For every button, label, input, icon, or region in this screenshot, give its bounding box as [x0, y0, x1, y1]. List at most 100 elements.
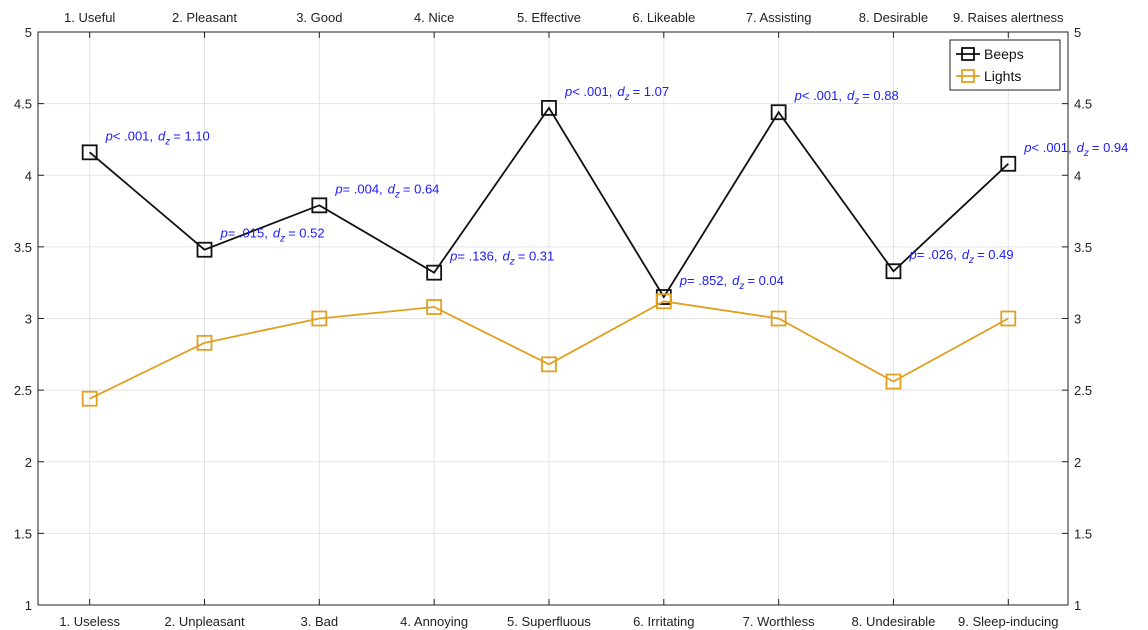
annotation-d-letter: d	[732, 273, 740, 288]
y-tick-label-left: 4	[25, 168, 32, 183]
y-tick-label-right: 4.5	[1074, 97, 1092, 112]
annotation-d-letter: d	[503, 249, 511, 264]
legend-marker-1	[961, 69, 975, 83]
annotation-label: p< .001, dz = 1.07	[564, 84, 669, 103]
annotation-d-letter: d	[962, 247, 970, 262]
y-tick-label-right: 3.5	[1074, 240, 1092, 255]
data-point	[311, 197, 328, 214]
annotation-d-subscript: z	[624, 92, 630, 103]
annotation-p-value: < .001,	[1032, 140, 1072, 155]
x-tick-label-bottom: 6. Irritating	[633, 614, 694, 629]
x-tick-label-bottom: 8. Undesirable	[852, 614, 936, 629]
y-tick-label-right: 1	[1074, 598, 1081, 613]
annotation-p-letter: p	[449, 249, 457, 264]
series	[81, 100, 1017, 407]
annotation-p-value: < .001,	[572, 84, 612, 99]
x-tick-label-bottom: 4. Annoying	[400, 614, 468, 629]
data-point	[81, 144, 98, 161]
annotation-p-value: < .001,	[113, 128, 153, 143]
annotation-label: p= .136, dz = 0.31	[449, 249, 554, 268]
annotation-d-letter: d	[388, 181, 396, 196]
data-point	[541, 356, 557, 373]
y-tick-label-left: 2.5	[14, 383, 32, 398]
annotation-p-letter: p	[1023, 140, 1031, 155]
y-tick-label-right: 2	[1074, 455, 1081, 470]
series-line	[89, 106, 1009, 299]
annotation-d-subscript: z	[853, 96, 859, 107]
x-tick-label-top: 8. Desirable	[859, 10, 928, 25]
annotation-label: p= .852, dz = 0.04	[679, 273, 784, 292]
annotation-d-letter: d	[847, 88, 855, 103]
annotation-d-letter: d	[273, 226, 281, 241]
data-point	[311, 310, 328, 327]
annotation-p-letter: p	[679, 273, 687, 288]
annotation-d-subscript: z	[279, 234, 285, 245]
legend-marker-0	[961, 47, 975, 61]
annotation-d-subscript: z	[738, 281, 744, 292]
annotation-p-letter: p	[908, 247, 916, 262]
annotation-d-value: = 0.94	[1092, 140, 1129, 155]
x-tick-label-bottom: 9. Sleep-inducing	[958, 614, 1058, 629]
x-tick-label-top: 3. Good	[296, 10, 342, 25]
data-point	[426, 264, 443, 281]
series-0	[81, 100, 1017, 305]
annotation-p-value: = .136,	[457, 249, 497, 264]
annotation-d-value: = 0.04	[747, 273, 784, 288]
x-tick-label-top: 2. Pleasant	[172, 10, 237, 25]
annotation-d-value: = 0.64	[403, 181, 440, 196]
annotation-label: p< .001, dz = 0.88	[794, 88, 899, 107]
y-tick-label-left: 1	[25, 598, 32, 613]
annotation-label: p= .015, dz = 0.52	[219, 226, 324, 245]
annotation-d-subscript: z	[1083, 148, 1089, 159]
annotation-p-letter: p	[564, 84, 572, 99]
y-tick-label-right: 5	[1074, 25, 1081, 40]
y-tick-label-left: 3.5	[14, 240, 32, 255]
annotation-d-value: = 0.49	[977, 247, 1014, 262]
series-1	[81, 293, 1017, 407]
annotation-p-letter: p	[219, 226, 227, 241]
annotation-p-letter: p	[105, 128, 113, 143]
x-tick-label-bottom: 2. Unpleasant	[164, 614, 245, 629]
x-tick-label-bottom: 1. Useless	[59, 614, 120, 629]
annotation-d-subscript: z	[509, 257, 515, 268]
y-tick-label-left: 1.5	[14, 526, 32, 541]
x-tick-label-top: 5. Effective	[517, 10, 581, 25]
data-point	[81, 390, 98, 407]
y-tick-label-right: 1.5	[1074, 526, 1092, 541]
data-point	[770, 104, 787, 121]
annotation-label: p= .004, dz = 0.64	[334, 181, 439, 200]
annotation-d-value: = 0.31	[518, 249, 555, 264]
data-point	[1000, 310, 1017, 327]
annotation-p-value: = .004,	[343, 181, 383, 196]
y-tick-label-right: 3	[1074, 312, 1081, 327]
y-tick-label-left: 5	[25, 25, 32, 40]
annotation-d-subscript: z	[164, 136, 170, 147]
annotation-p-letter: p	[334, 181, 342, 196]
x-tick-label-bottom: 5. Superfluous	[507, 614, 591, 629]
x-tick-label-top: 7. Assisting	[746, 10, 812, 25]
data-point	[885, 263, 902, 280]
x-tick-label-bottom: 3. Bad	[301, 614, 339, 629]
y-tick-label-right: 4	[1074, 168, 1081, 183]
y-tick-label-left: 3	[25, 312, 32, 327]
annotation-d-subscript: z	[968, 255, 974, 266]
y-tick-label-left: 4.5	[14, 97, 32, 112]
axis-ticks: 1 1 1.5 1.5 2 2 2.5 2.5 3 3 3.5 3.5 4 4 4.5 4.5 5 5 1. Use…	[14, 10, 1092, 629]
series-line	[89, 300, 1009, 400]
annotation-d-value: = 0.52	[288, 226, 325, 241]
data-point	[541, 100, 557, 116]
x-tick-label-top: 1. Useful	[64, 10, 115, 25]
legend-label-1: Lights	[984, 68, 1021, 84]
data-point	[196, 241, 213, 258]
x-tick-label-top: 9. Raises alertness	[953, 10, 1064, 25]
annotation-p-value: < .001,	[802, 88, 842, 103]
x-tick-label-top: 4. Nice	[414, 10, 454, 25]
data-point	[426, 299, 443, 315]
grid	[38, 31, 1068, 606]
data-point	[885, 373, 902, 390]
annotation-d-letter: d	[158, 128, 166, 143]
annotation-p-value: = .015,	[228, 226, 268, 241]
x-tick-label-bottom: 7. Worthless	[743, 614, 816, 629]
annotation-p-value: = .026,	[917, 247, 957, 262]
